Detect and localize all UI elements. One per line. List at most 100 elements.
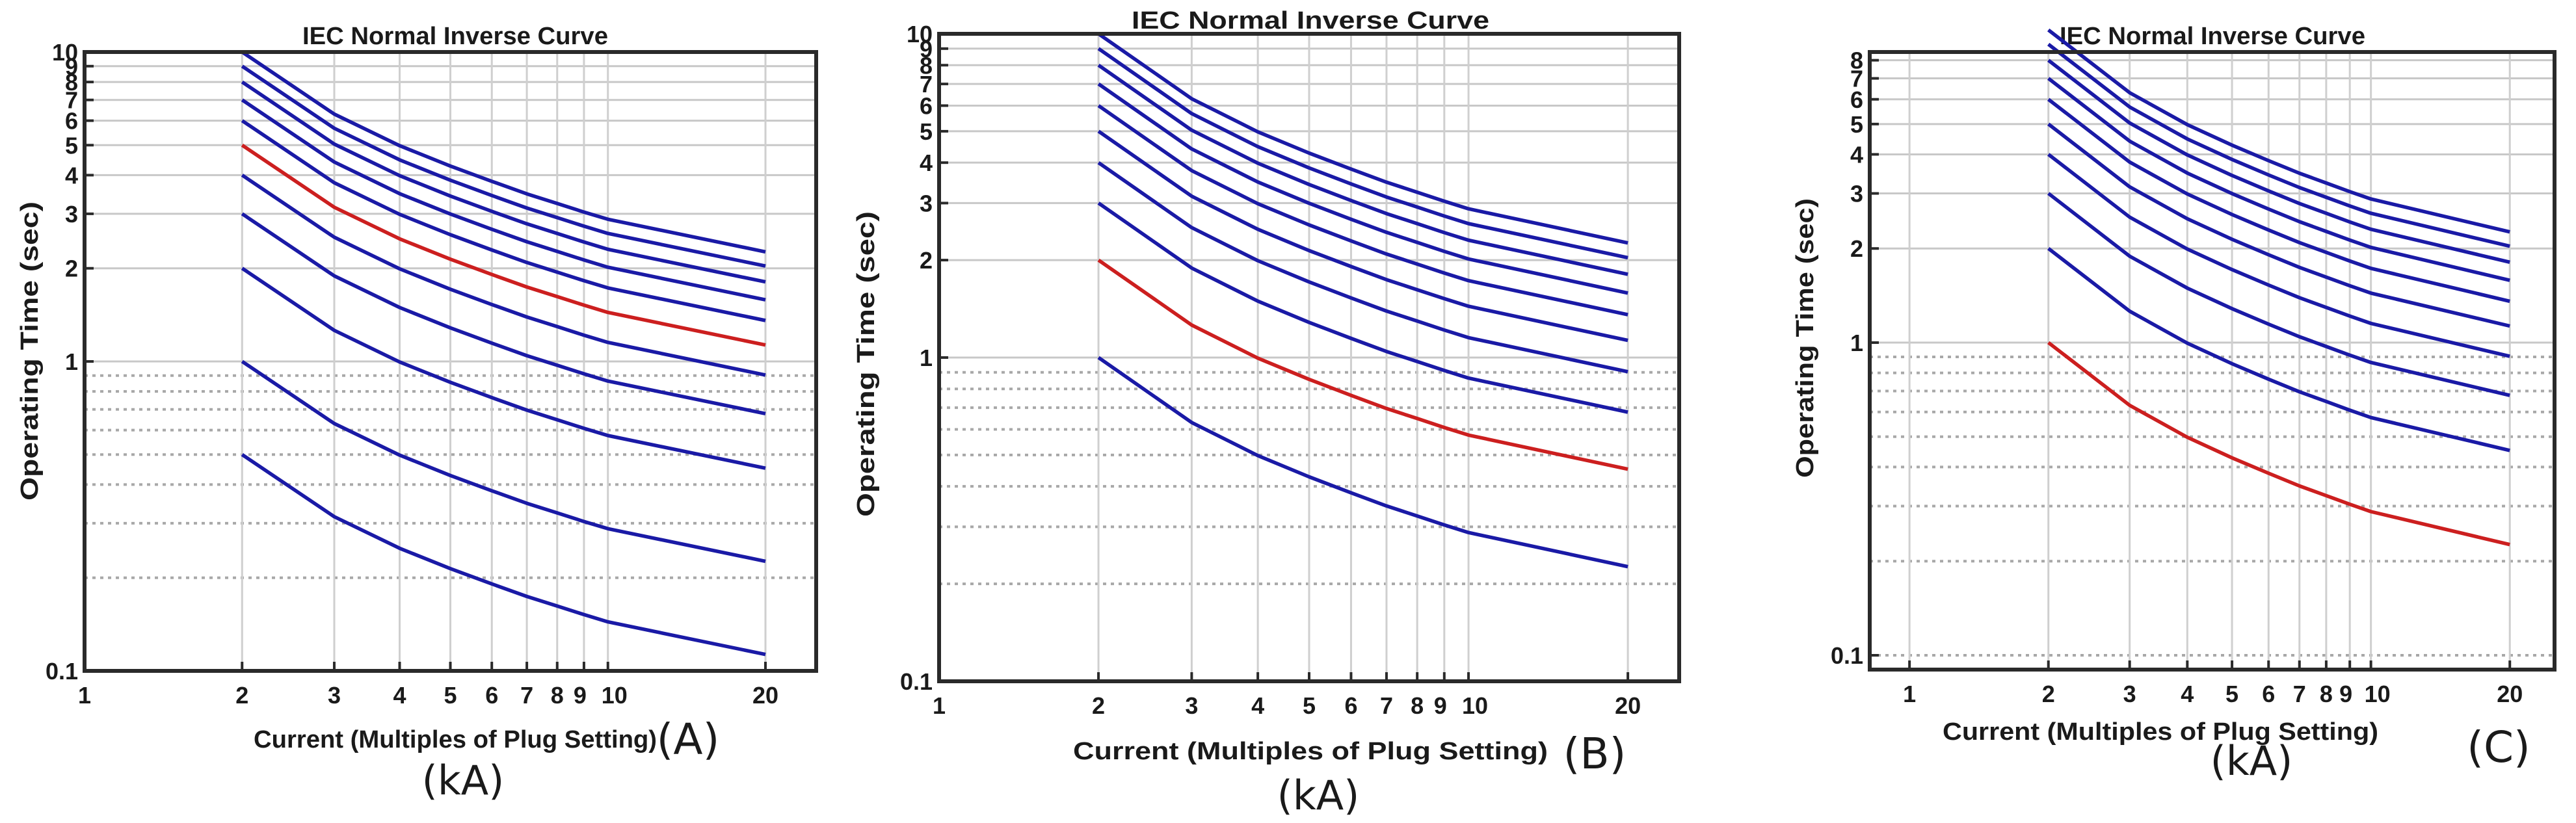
series-group: [2047, 28, 2510, 547]
grid: [1870, 52, 2555, 670]
x-tick-label: 4: [1251, 692, 1264, 719]
x-tick-label: 9: [574, 682, 587, 709]
series-line-6: [1097, 104, 1628, 317]
y-tick-label: 1: [920, 345, 933, 371]
x-axis-label: Current (Multiples of Plug Setting): [254, 726, 657, 753]
x-tick-label: 8: [2320, 681, 2333, 707]
y-tick-label: 9: [920, 36, 933, 62]
y-tick-label: 6: [65, 108, 78, 135]
series-line-3: [2047, 192, 2510, 397]
y-tick-label: 1: [1850, 330, 1863, 356]
series-group: [1097, 32, 1628, 569]
y-tick-label: 0.1: [1831, 642, 1863, 669]
series-line-1: [1097, 356, 1628, 569]
x-tick-label: 1: [933, 692, 946, 719]
x-tick-label: 10: [2365, 681, 2391, 707]
y-tick-label: 8: [65, 69, 78, 96]
y-tick-label: 5: [1850, 111, 1863, 138]
x-tick-label: 9: [1434, 692, 1447, 719]
x-tick-label: 5: [444, 682, 457, 709]
chart-panel-c: IEC Normal Inverse Curve 1 2 3 4 5 6 7 8 9 10 200.…: [1792, 23, 2556, 785]
x-tick-label: 7: [2293, 681, 2306, 707]
x-tick-label: 20: [752, 682, 778, 709]
unit-label: (kA): [422, 757, 505, 804]
x-tick-label: 3: [1185, 692, 1198, 719]
series-line-7: [1097, 82, 1628, 295]
chart-title: IEC Normal Inverse Curve: [1132, 7, 1489, 34]
series-line-8: [241, 98, 766, 302]
unit-label: (kA): [2211, 737, 2293, 785]
series-line-8: [1097, 64, 1628, 276]
series-line-10: [1097, 32, 1628, 245]
y-tick-label: 2: [65, 255, 78, 282]
series-line-9: [1097, 47, 1628, 260]
x-axis-label: Current (Multiples of Plug Setting): [1943, 718, 2378, 746]
x-tick-label: 2: [2042, 681, 2055, 707]
x-tick-label: 5: [1303, 692, 1316, 719]
x-tick-label: 6: [2262, 681, 2275, 707]
y-tick-label: 7: [65, 87, 78, 114]
x-tick-label: 8: [551, 682, 564, 709]
x-tick-label: 1: [78, 682, 91, 709]
panel-label: (B): [1563, 729, 1627, 779]
x-tick-label: 10: [602, 682, 628, 709]
series-line-7: [2047, 77, 2510, 282]
x-tick-label: 3: [328, 682, 341, 709]
plot-frame: [1868, 50, 2556, 672]
series-line-6: [2047, 98, 2510, 304]
y-tick-label: 7: [1850, 66, 1863, 92]
x-tick-label: 2: [1092, 692, 1105, 719]
series-line-highlight: [2047, 341, 2510, 547]
y-tick-label: 0.1: [900, 668, 933, 695]
x-tick-label: 6: [485, 682, 498, 709]
y-tick-label: 0.1: [46, 658, 78, 685]
y-tick-label: 4: [1850, 141, 1863, 168]
series-line-1: [241, 453, 766, 657]
y-tick-label: 8: [920, 52, 933, 79]
x-tick-label: 8: [1411, 692, 1424, 719]
y-tick-label: 4: [65, 162, 78, 189]
series-line-5: [241, 174, 766, 377]
x-axis-label: Current (Multiples of Plug Setting): [1073, 738, 1548, 765]
series-line-3: [241, 267, 766, 470]
y-axis-label: Operating Time (sec): [1792, 198, 1819, 478]
y-tick-label: 2: [1850, 235, 1863, 262]
x-tick-label: 9: [2339, 681, 2352, 707]
y-tick-label: 6: [1850, 86, 1863, 113]
series-line-4: [241, 212, 766, 415]
series-line-9: [241, 80, 766, 284]
chart-title: IEC Normal Inverse Curve: [2060, 23, 2365, 50]
x-tick-label: 20: [2497, 681, 2523, 707]
y-tick-label: 3: [920, 190, 933, 216]
series-line-4: [1097, 161, 1628, 374]
y-axis-label: Operating Time (sec): [853, 211, 880, 517]
series-line-3: [1097, 202, 1628, 414]
series-line-highlight: [1097, 258, 1628, 471]
x-tick-label: 2: [235, 682, 248, 709]
y-tick-label: 10: [52, 39, 78, 66]
panel-label: (C): [2467, 722, 2530, 772]
y-tick-label: 5: [920, 118, 933, 145]
y-tick-label: 6: [920, 92, 933, 119]
chart-panel-a: IEC Normal Inverse Curve 1 2 3 4 5 6 7 8 9 10 200.…: [16, 23, 818, 804]
y-tick-label: 4: [920, 150, 933, 176]
x-tick-label: 4: [2181, 681, 2194, 707]
y-tick-label: 3: [65, 201, 78, 228]
x-tick-label: 3: [2123, 681, 2136, 707]
y-tick-label: 9: [65, 53, 78, 80]
series-line-2: [241, 359, 766, 564]
chart-panel-b: IEC Normal Inverse Curve 1 2 3 4 5 6 7 8 9 10 200.…: [853, 7, 1681, 819]
series-line-9: [2047, 42, 2510, 248]
series-line-highlight: [241, 144, 766, 347]
y-tick-label: 5: [65, 132, 78, 159]
x-tick-label: 1: [1903, 681, 1916, 707]
series-line-10: [2047, 28, 2510, 234]
series-line-5: [2047, 122, 2510, 328]
